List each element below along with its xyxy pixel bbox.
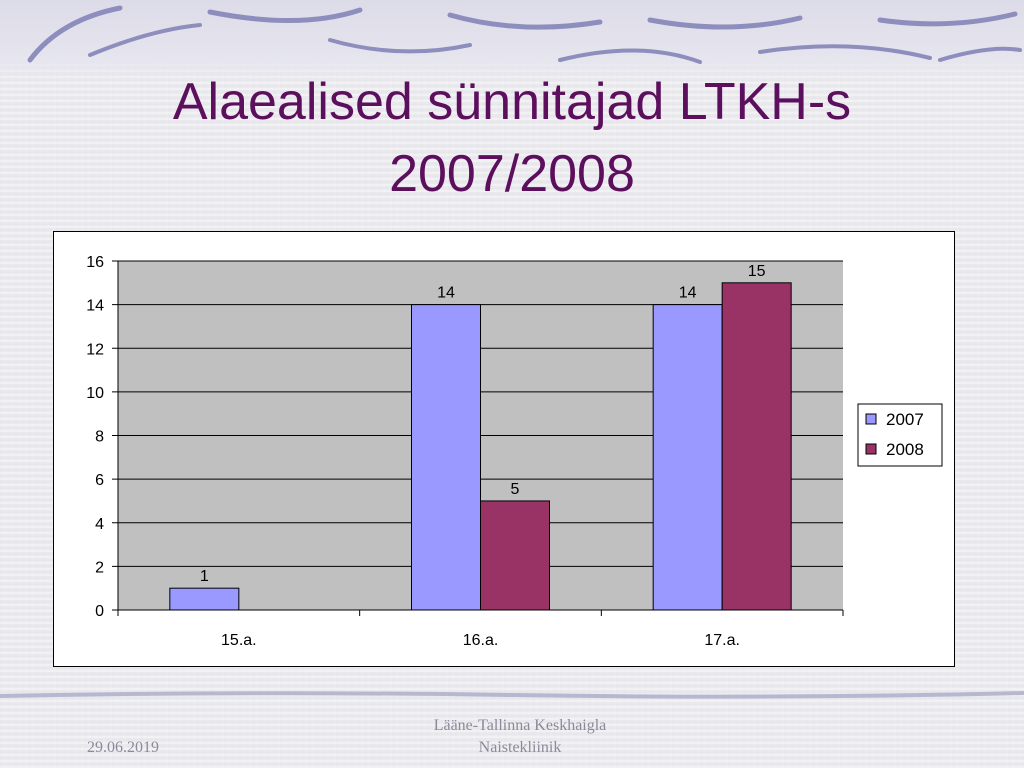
y-tick-label: 6 xyxy=(95,472,104,489)
legend-label: 2008 xyxy=(886,440,924,459)
x-tick-label: 15.a. xyxy=(221,632,257,649)
chart-container: 0 2 4 6 8 10 12 14 16 15.a. 1 16.a. 14 5 17.a. 14 15 2007… xyxy=(53,231,955,667)
y-tick-label: 14 xyxy=(86,298,104,315)
slide-title-line1: Alaealised sünnitajad LTKH-s xyxy=(172,73,852,131)
data-label: 14 xyxy=(437,285,455,302)
legend-swatch xyxy=(865,443,877,455)
y-tick-label: 2 xyxy=(95,559,104,576)
x-tick-label: 17.a. xyxy=(704,632,740,649)
bar-2008 xyxy=(721,282,792,611)
y-tick-label: 4 xyxy=(95,516,104,533)
data-label: 1 xyxy=(200,568,209,585)
footer-date: 29.06.2019 xyxy=(87,739,159,756)
data-label: 14 xyxy=(679,285,697,302)
x-tick-label: 16.a. xyxy=(463,632,499,649)
y-tick-label: 0 xyxy=(95,603,104,620)
data-label: 5 xyxy=(511,481,520,498)
slide-title: Alaealised sünnitajad LTKH-s 2007/2008 xyxy=(60,66,964,210)
bar-2007 xyxy=(169,587,240,611)
footer-organization-line1: Lääne-Tallinna Keskhaigla xyxy=(433,717,607,734)
bar-chart: 0 2 4 6 8 10 12 14 16 15.a. 1 16.a. 14 5 17.a. 14 15 2007… xyxy=(86,254,943,649)
decorative-divider-stroke xyxy=(0,691,1024,699)
y-tick-label: 10 xyxy=(86,385,104,402)
bar-2008 xyxy=(480,500,550,611)
footer-organization-line2: Naistekliinik xyxy=(478,739,562,756)
y-tick-label: 8 xyxy=(95,429,104,446)
legend: 2007 2008 xyxy=(857,403,943,467)
decorative-brush-strokes xyxy=(27,5,1022,64)
data-label: 15 xyxy=(748,263,766,280)
decorative-header-band xyxy=(0,0,1024,82)
bar-2007 xyxy=(411,304,481,611)
legend-label: 2007 xyxy=(886,410,924,429)
y-tick-label: 12 xyxy=(86,341,104,358)
bar-2007 xyxy=(652,304,723,611)
legend-swatch xyxy=(865,413,877,425)
footer-organization: Lääne-Tallinna Keskhaigla Naistekliinik xyxy=(370,715,670,759)
y-tick-label: 16 xyxy=(86,254,104,271)
slide-title-line2: 2007/2008 xyxy=(389,145,635,203)
